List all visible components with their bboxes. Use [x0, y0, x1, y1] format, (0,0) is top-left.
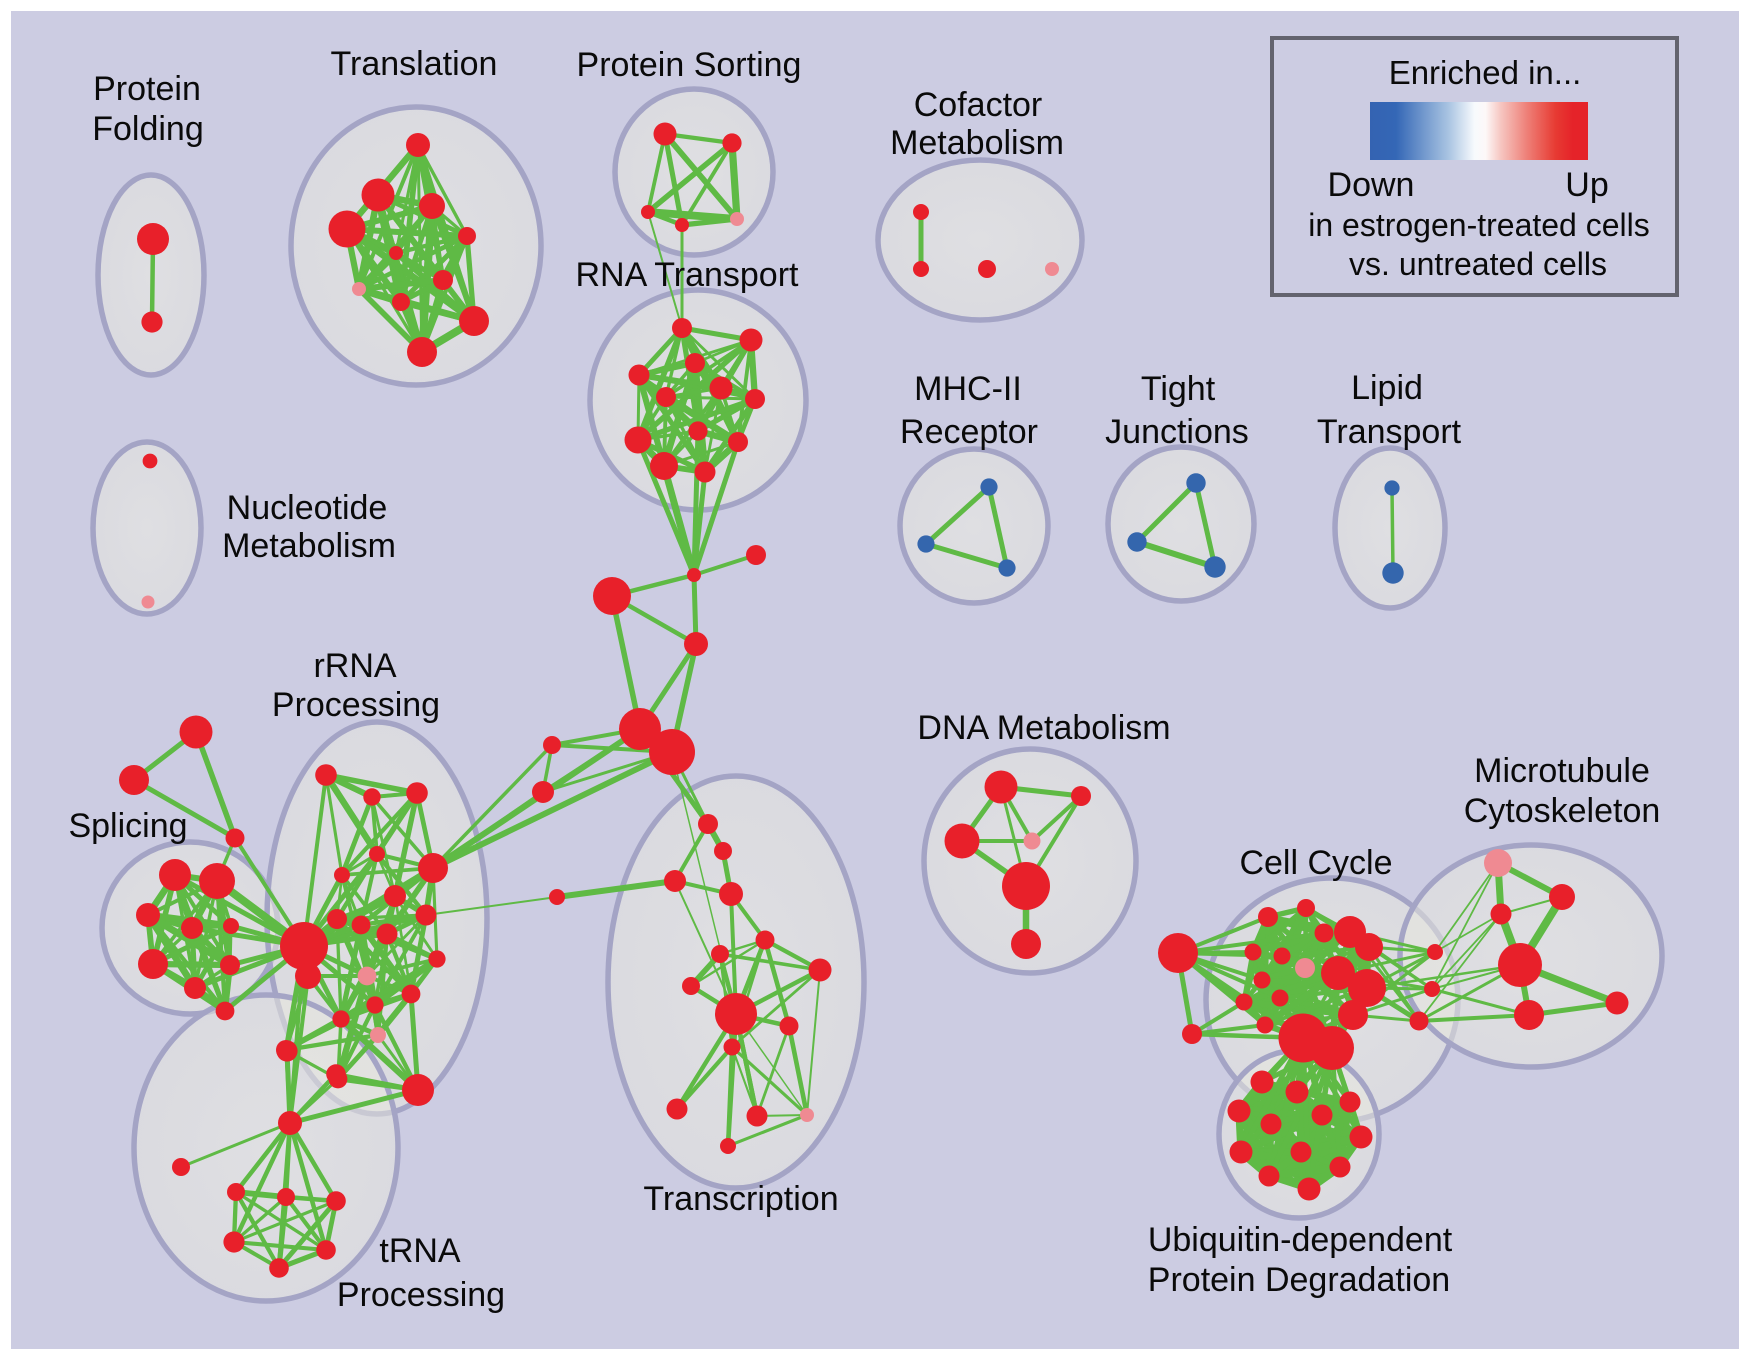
svg-text:tRNA: tRNA [379, 1232, 461, 1270]
svg-text:Microtubule: Microtubule [1474, 752, 1650, 790]
svg-text:Junctions: Junctions [1105, 413, 1249, 451]
svg-text:Down: Down [1328, 166, 1415, 204]
svg-text:Up: Up [1565, 166, 1608, 204]
svg-text:Cytoskeleton: Cytoskeleton [1464, 792, 1661, 830]
svg-text:RNA Transport: RNA Transport [576, 256, 800, 294]
svg-text:Processing: Processing [272, 686, 440, 724]
svg-text:Tight: Tight [1141, 370, 1216, 408]
svg-text:Cofactor: Cofactor [914, 86, 1043, 124]
svg-text:in estrogen-treated cells: in estrogen-treated cells [1308, 207, 1650, 243]
svg-text:Transport: Transport [1317, 413, 1462, 451]
svg-text:Lipid: Lipid [1351, 369, 1423, 407]
svg-text:Protein Degradation: Protein Degradation [1148, 1261, 1450, 1299]
svg-text:Metabolism: Metabolism [890, 124, 1064, 162]
svg-text:Receptor: Receptor [900, 413, 1038, 451]
svg-text:Translation: Translation [331, 45, 498, 83]
svg-text:Folding: Folding [92, 110, 204, 148]
svg-text:Enriched in...: Enriched in... [1389, 54, 1582, 91]
svg-text:Transcription: Transcription [643, 1180, 838, 1218]
svg-text:vs. untreated cells: vs. untreated cells [1349, 246, 1607, 282]
svg-text:Nucleotide: Nucleotide [227, 489, 388, 527]
svg-text:Splicing: Splicing [68, 807, 187, 845]
svg-text:Ubiquitin-dependent: Ubiquitin-dependent [1148, 1221, 1453, 1259]
svg-text:rRNA: rRNA [313, 647, 396, 685]
svg-text:Cell Cycle: Cell Cycle [1239, 844, 1392, 882]
svg-text:Processing: Processing [337, 1276, 505, 1314]
svg-text:Metabolism: Metabolism [222, 527, 396, 565]
svg-text:Protein: Protein [93, 70, 201, 108]
svg-text:Protein Sorting: Protein Sorting [577, 46, 802, 84]
svg-text:DNA Metabolism: DNA Metabolism [917, 709, 1170, 747]
svg-text:MHC-II: MHC-II [914, 370, 1022, 408]
